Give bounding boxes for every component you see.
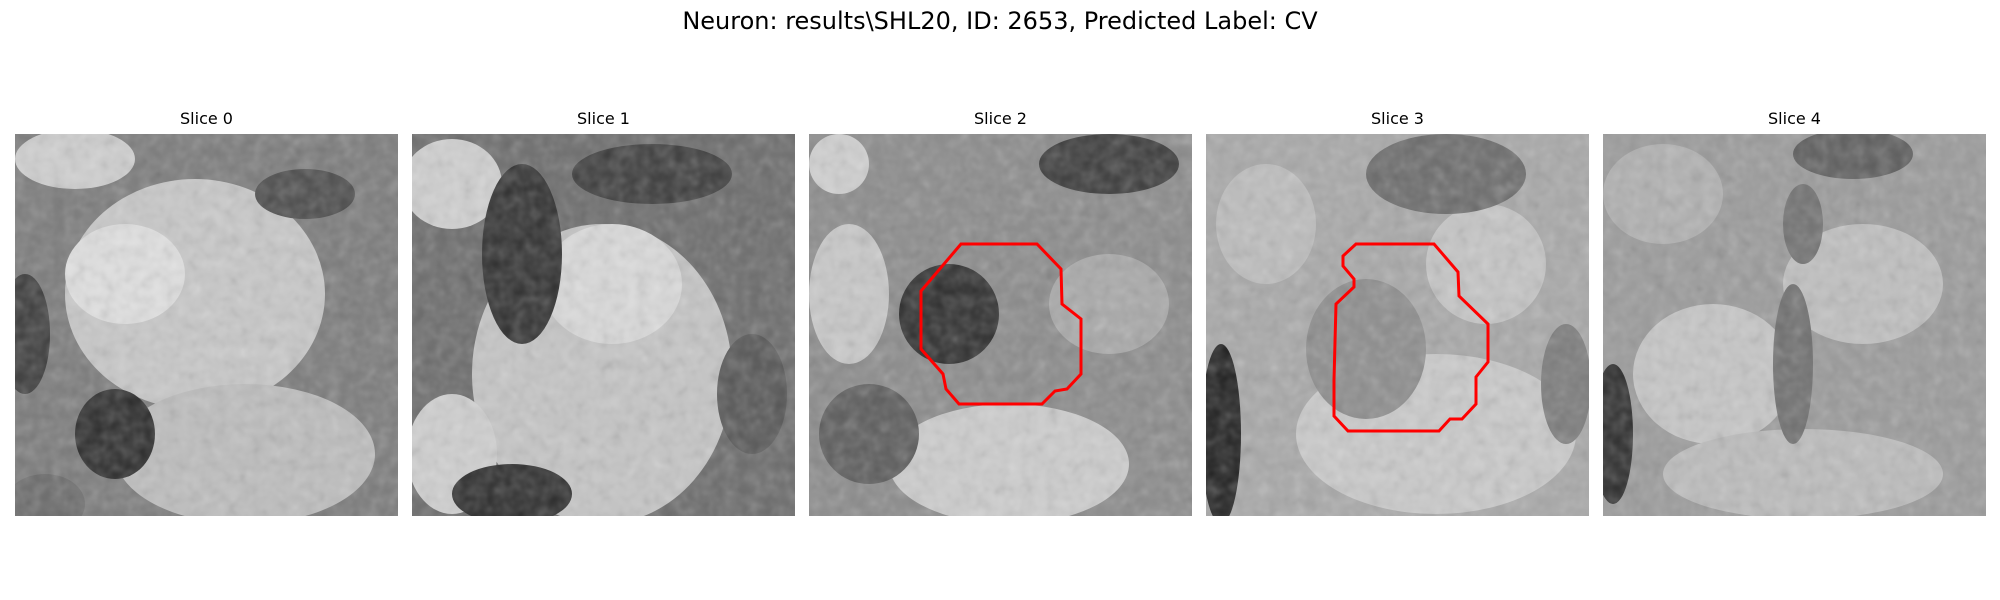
slice-2-title: Slice 2 bbox=[974, 109, 1027, 128]
slice-0-title: Slice 0 bbox=[180, 109, 233, 128]
slice-4-svg bbox=[1603, 134, 1986, 516]
figure-title: Neuron: results\SHL20, ID: 2653, Predict… bbox=[682, 7, 1318, 35]
slice-2-svg bbox=[809, 134, 1192, 516]
slice-2-image bbox=[809, 134, 1192, 516]
slice-4-title: Slice 4 bbox=[1768, 109, 1821, 128]
slice-3-contour bbox=[1332, 242, 1490, 433]
slice-1-image bbox=[412, 134, 795, 516]
slice-0-image bbox=[15, 134, 398, 516]
slice-1-svg bbox=[412, 134, 795, 516]
slice-0-svg bbox=[15, 134, 398, 516]
slice-1-title: Slice 1 bbox=[577, 109, 630, 128]
slice-2-contour bbox=[919, 242, 1083, 406]
slice-3-image bbox=[1206, 134, 1589, 516]
slice-3-title: Slice 3 bbox=[1371, 109, 1424, 128]
slice-3-svg bbox=[1206, 134, 1589, 516]
slice-4-image bbox=[1603, 134, 1986, 516]
